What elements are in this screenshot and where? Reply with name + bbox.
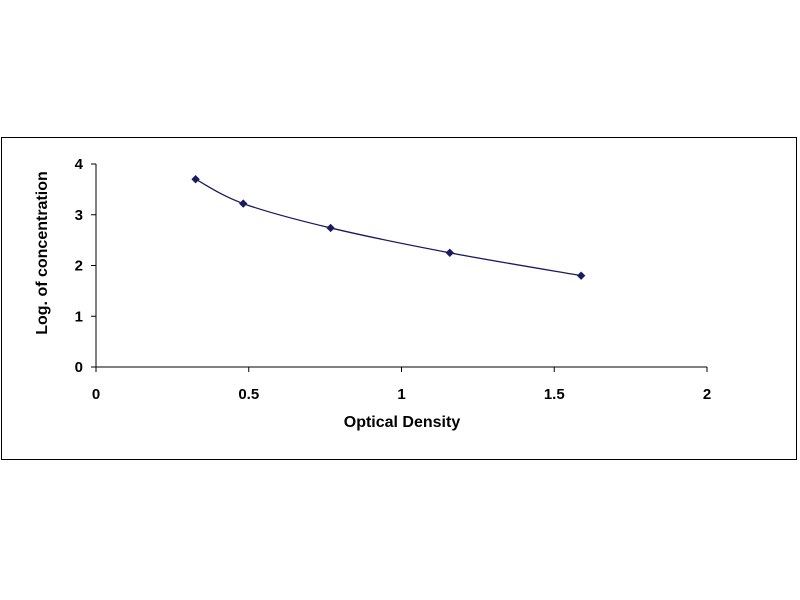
data-markers bbox=[191, 175, 586, 280]
y-axis-title: Log. of concentration bbox=[34, 171, 51, 335]
y-tick-label: 1 bbox=[75, 308, 83, 325]
x-axis-ticks: 0 0.5 1 1.5 2 bbox=[92, 367, 711, 403]
x-tick-label: 2 bbox=[703, 386, 711, 403]
data-point-marker bbox=[445, 248, 454, 258]
y-tick-label: 4 bbox=[75, 156, 84, 173]
curve-chart: 0 1 2 3 4 0 0.5 1 1.5 2 Optical Density Log. of … bbox=[34, 156, 711, 431]
data-point-marker bbox=[239, 199, 248, 208]
x-tick-label: 0.5 bbox=[238, 386, 259, 403]
x-tick-label: 1.5 bbox=[544, 386, 565, 403]
data-point-marker bbox=[576, 271, 586, 280]
data-point-marker bbox=[326, 223, 335, 233]
x-tick-label: 1 bbox=[397, 386, 405, 403]
series-curve bbox=[195, 178, 582, 277]
y-tick-label: 3 bbox=[75, 207, 83, 224]
y-tick-label: 2 bbox=[75, 258, 83, 275]
x-axis-title: Optical Density bbox=[344, 414, 461, 431]
y-tick-label: 0 bbox=[75, 359, 83, 376]
x-tick-label: 0 bbox=[92, 386, 100, 403]
data-point-marker bbox=[191, 175, 200, 184]
y-axis-ticks: 0 1 2 3 4 bbox=[75, 156, 96, 376]
chart-frame: 0 1 2 3 4 0 0.5 1 1.5 2 Optical Density Log. of … bbox=[1, 137, 797, 460]
